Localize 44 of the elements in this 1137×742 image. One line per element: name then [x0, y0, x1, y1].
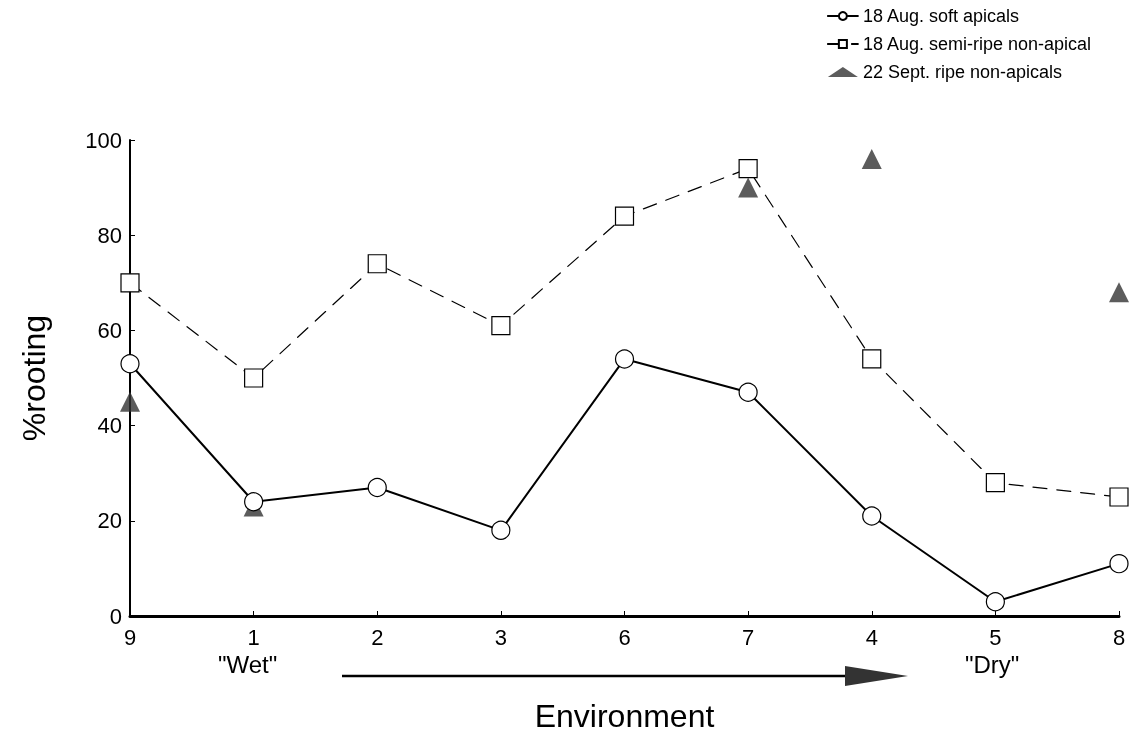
point — [491, 520, 511, 540]
point — [738, 158, 758, 179]
y-axis-title: %rooting — [16, 314, 52, 442]
x-tick-label: 1 — [247, 624, 260, 650]
text: "Dry" — [965, 650, 1020, 678]
point — [244, 368, 264, 388]
y-tick-label: 20 — [97, 508, 122, 534]
point — [367, 477, 387, 498]
x-tick-label: 3 — [494, 624, 507, 650]
x-tick-label: 4 — [865, 624, 878, 650]
x-tick-label: 7 — [742, 624, 755, 650]
legend-label: 18 Aug. semi-ripe non-apical — [862, 34, 1092, 54]
point — [862, 506, 882, 526]
x-tick-label: 6 — [618, 624, 631, 650]
legend-label: 22 Sept. ripe non-apicals — [862, 62, 1062, 82]
point — [738, 177, 759, 198]
point — [367, 254, 387, 274]
point — [614, 206, 635, 226]
point — [985, 592, 1005, 612]
y-tick-label: 40 — [97, 413, 122, 439]
x-tick-label: 5 — [989, 624, 1002, 650]
x-tick-label: 2 — [371, 624, 384, 650]
point — [1109, 487, 1129, 507]
point — [120, 391, 140, 412]
x-tick-label: 8 — [1112, 624, 1126, 650]
y-tick-label: 80 — [97, 222, 122, 248]
text: "Wet" — [218, 650, 278, 678]
point — [861, 149, 882, 170]
y-tick-label: 0 — [109, 603, 122, 629]
point — [738, 382, 758, 402]
point — [244, 492, 264, 512]
x-tick-label: 9 — [123, 624, 137, 650]
legend-label: 18 Aug. soft apicals — [862, 6, 1019, 26]
point — [614, 349, 635, 369]
point — [1109, 554, 1129, 574]
y-tick-label: 60 — [97, 317, 122, 343]
x-axis-title: Environment — [534, 698, 715, 734]
point — [1109, 282, 1129, 303]
point — [862, 349, 882, 369]
point — [491, 316, 511, 336]
point — [120, 354, 140, 374]
y-tick-label: 100 — [85, 127, 122, 153]
point — [985, 473, 1005, 493]
point — [120, 273, 140, 293]
